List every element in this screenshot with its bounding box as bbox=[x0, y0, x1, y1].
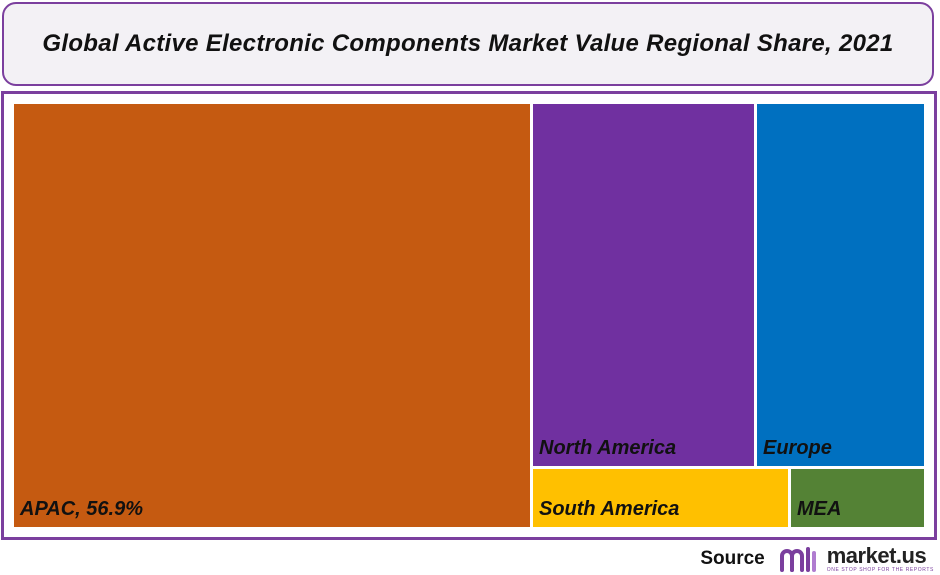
tile-europe bbox=[757, 104, 924, 466]
tile-label-south-america: South America bbox=[539, 498, 679, 520]
market-us-logo-icon bbox=[779, 547, 816, 572]
tile-label-north-america: North America bbox=[539, 437, 676, 459]
chart-title-box: Global Active Electronic Components Mark… bbox=[2, 2, 934, 86]
chart-title: Global Active Electronic Components Mark… bbox=[42, 30, 894, 57]
logo-tagline: ONE STOP SHOP FOR THE REPORTS bbox=[826, 567, 934, 573]
tile-label-mea: MEA bbox=[797, 498, 841, 520]
tile-south-america bbox=[533, 469, 788, 527]
logo-wordmark: market.us ONE STOP SHOP FOR THE REPORTS bbox=[827, 545, 934, 573]
logo-text: market.us bbox=[826, 543, 927, 568]
treemap-chart: APAC, 56.9% North America Europe South Amer… bbox=[14, 104, 924, 527]
tile-north-america bbox=[533, 104, 754, 466]
treemap-frame: APAC, 56.9% North America Europe South Amer… bbox=[1, 91, 937, 540]
tile-label-apac: APAC, 56.9% bbox=[19, 498, 143, 520]
source-label: Source bbox=[700, 548, 765, 569]
tile-apac bbox=[14, 104, 530, 527]
tile-label-europe: Europe bbox=[763, 437, 832, 459]
source-footer: Source market.us ONE STOP SHOP FOR THE R… bbox=[700, 543, 934, 575]
tile-mea bbox=[791, 469, 924, 527]
